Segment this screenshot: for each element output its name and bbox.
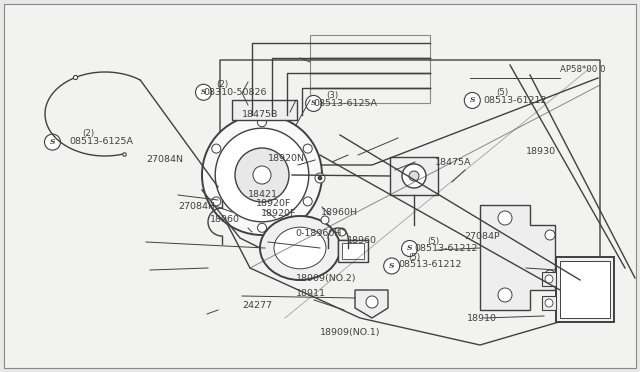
Circle shape [498, 211, 512, 225]
Circle shape [235, 148, 289, 202]
Polygon shape [355, 290, 388, 318]
Text: 08513-6125A: 08513-6125A [314, 99, 378, 108]
Circle shape [402, 164, 426, 188]
Circle shape [545, 275, 553, 283]
Text: AP58*00 0: AP58*00 0 [560, 65, 605, 74]
Text: (2): (2) [216, 80, 228, 89]
Text: (5): (5) [408, 253, 420, 262]
Text: 18930: 18930 [526, 147, 556, 156]
Circle shape [409, 171, 419, 181]
Circle shape [212, 144, 221, 153]
Text: S: S [50, 138, 55, 146]
Text: S: S [389, 262, 394, 270]
Circle shape [303, 144, 312, 153]
Bar [342, 243, 364, 259]
Circle shape [465, 92, 480, 109]
Text: (2): (2) [82, 129, 94, 138]
Polygon shape [232, 100, 297, 120]
Circle shape [318, 176, 322, 180]
Text: 18920F: 18920F [256, 199, 291, 208]
Text: 18911: 18911 [296, 289, 326, 298]
Circle shape [338, 228, 346, 236]
Text: 18960: 18960 [210, 215, 240, 224]
Bar [390, 157, 438, 195]
Text: 18475B: 18475B [242, 110, 278, 119]
Bar [338, 240, 368, 262]
Circle shape [196, 84, 211, 100]
Ellipse shape [260, 216, 340, 280]
Circle shape [498, 288, 512, 302]
Text: S: S [311, 99, 316, 108]
Text: S: S [201, 88, 206, 96]
Circle shape [257, 118, 266, 127]
Text: 27084P: 27084P [464, 232, 500, 241]
Circle shape [212, 197, 221, 206]
Bar [556, 257, 614, 322]
Text: 0-18960H: 0-18960H [296, 229, 342, 238]
Circle shape [321, 216, 329, 224]
Circle shape [545, 270, 555, 280]
Ellipse shape [274, 227, 326, 269]
Circle shape [257, 223, 266, 232]
Text: 08513-61212: 08513-61212 [398, 260, 461, 269]
Text: 08513-61212: 08513-61212 [415, 244, 478, 253]
Text: 18421: 18421 [248, 190, 278, 199]
Text: 18909(NO.1): 18909(NO.1) [320, 328, 381, 337]
Circle shape [545, 299, 553, 307]
Circle shape [384, 258, 399, 274]
Text: 18920F: 18920F [261, 209, 296, 218]
Bar [542, 272, 556, 286]
Circle shape [306, 95, 322, 112]
Polygon shape [480, 205, 555, 310]
Text: 18960H: 18960H [321, 208, 358, 217]
Text: 08310-50826: 08310-50826 [204, 88, 267, 97]
Text: S: S [407, 244, 412, 253]
Bar [310, 35, 430, 103]
Bar [542, 296, 556, 310]
Text: 18910: 18910 [467, 314, 497, 323]
Text: 08513-61212: 08513-61212 [483, 96, 547, 105]
Text: 18960: 18960 [347, 236, 377, 245]
Circle shape [253, 166, 271, 184]
Text: 18920N: 18920N [268, 154, 305, 163]
Bar [560, 261, 610, 318]
Text: (5): (5) [496, 89, 508, 97]
Text: (3): (3) [326, 92, 339, 100]
Text: 08513-6125A: 08513-6125A [69, 137, 133, 146]
Circle shape [202, 115, 322, 235]
Text: (5): (5) [428, 237, 440, 246]
Text: 24277: 24277 [242, 301, 272, 310]
Text: 27084H: 27084H [178, 202, 215, 211]
Circle shape [303, 197, 312, 206]
Text: 18475A: 18475A [435, 158, 472, 167]
Circle shape [545, 230, 555, 240]
Bar [338, 240, 356, 256]
Circle shape [366, 296, 378, 308]
Circle shape [45, 134, 61, 150]
Text: 18909(NO.2): 18909(NO.2) [296, 274, 356, 283]
Text: S: S [470, 96, 475, 105]
Circle shape [315, 173, 325, 183]
Circle shape [402, 240, 418, 257]
Circle shape [215, 128, 309, 222]
Text: 27084N: 27084N [146, 155, 183, 164]
